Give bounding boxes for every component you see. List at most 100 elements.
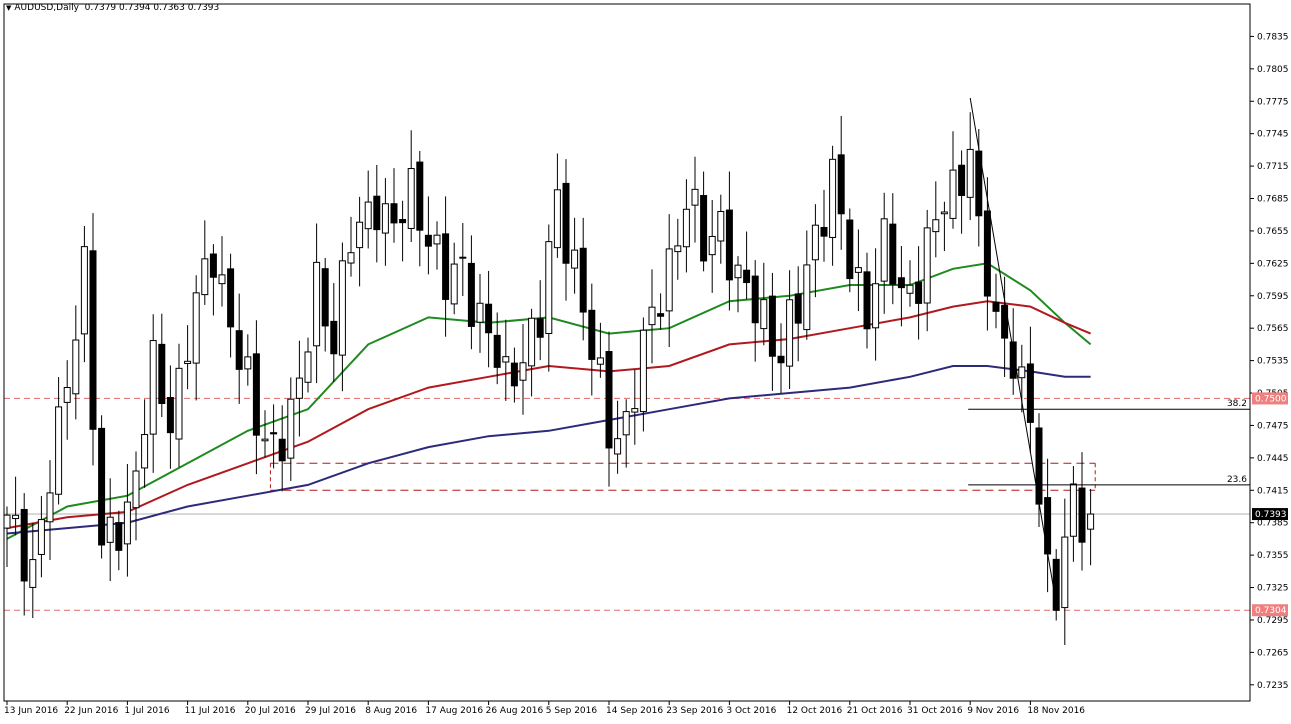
bear-candle-body	[20, 508, 28, 582]
bull-candle-body	[502, 356, 510, 363]
bull-candle-body	[132, 470, 140, 509]
y-tick-label: 0.7415	[1257, 486, 1289, 496]
bull-candle-body	[622, 411, 630, 436]
bull-candle-body	[407, 168, 415, 229]
bull-candle-body	[459, 256, 467, 259]
bull-candle-body	[674, 245, 682, 253]
bull-candle-body	[949, 169, 957, 219]
x-tick-label: 22 Jun 2016	[64, 706, 118, 716]
y-tick-label: 0.7385	[1257, 519, 1289, 529]
y-tick-label: 0.7355	[1257, 551, 1289, 561]
y-tick-label: 0.7715	[1257, 162, 1289, 172]
bear-candle-body	[983, 210, 991, 297]
bull-candle-body	[295, 377, 303, 399]
bull-candle-body	[244, 356, 252, 370]
bull-candle-body	[313, 261, 321, 347]
bear-candle-body	[820, 226, 828, 237]
bull-candle-body	[12, 514, 20, 520]
bear-candle-body	[700, 195, 708, 262]
x-tick-label: 26 Aug 2016	[486, 706, 544, 716]
y-tick-label: 0.7655	[1257, 227, 1289, 237]
y-tick-label: 0.7325	[1257, 584, 1289, 594]
level-price-tag	[1252, 392, 1288, 405]
x-tick-label: 21 Oct 2016	[847, 706, 903, 716]
bull-candle-body	[717, 210, 725, 242]
bear-candle-body	[493, 334, 501, 368]
bull-candle-body	[261, 438, 269, 442]
fibonacci-trendline	[969, 97, 1057, 604]
x-tick-label: 5 Sep 2016	[546, 706, 598, 716]
bear-candle-body	[588, 309, 596, 360]
triangle-down-icon: ▼	[6, 4, 12, 12]
x-tick-label: 1 Jul 2016	[124, 706, 169, 716]
bear-candle-body	[958, 164, 966, 196]
y-tick-label: 0.7625	[1257, 259, 1289, 269]
bull-candle-body	[218, 274, 226, 285]
bull-candle-body	[192, 292, 200, 364]
bull-candle-body	[734, 264, 742, 279]
bear-candle-body	[605, 351, 613, 449]
bull-candle-body	[201, 258, 209, 296]
bull-candle-body	[553, 189, 561, 249]
bull-candle-body	[141, 434, 149, 469]
bear-candle-body	[794, 293, 802, 324]
x-tick-label: 14 Sep 2016	[606, 706, 663, 716]
bear-candle-body	[209, 253, 217, 278]
bull-candle-body	[648, 306, 656, 326]
bear-candle-body	[227, 268, 235, 328]
bull-candle-body	[80, 246, 88, 335]
bull-candle-body	[37, 519, 45, 555]
bear-candle-body	[485, 303, 493, 334]
bear-candle-body	[390, 203, 398, 224]
bear-candle-body	[751, 275, 759, 324]
bear-candle-body	[657, 313, 665, 317]
bull-candle-body	[347, 252, 355, 264]
bull-candle-body	[923, 227, 931, 304]
y-tick-label: 0.7835	[1257, 32, 1289, 42]
bull-candle-body	[3, 514, 11, 529]
bear-candle-body	[1001, 304, 1009, 339]
bear-candle-body	[115, 522, 123, 551]
bull-candle-body	[46, 492, 54, 523]
symbol-timeframe: AUDUSD,Daily	[14, 3, 79, 13]
y-tick-label: 0.7265	[1257, 648, 1289, 658]
bull-candle-body	[304, 351, 312, 383]
bear-candle-body	[1078, 487, 1086, 543]
bear-candle-body	[536, 318, 544, 338]
bear-candle-body	[992, 301, 1000, 312]
bull-candle-body	[381, 203, 389, 234]
bull-candle-body	[854, 267, 862, 273]
bear-candle-body	[424, 234, 432, 247]
bull-candle-body	[639, 329, 647, 413]
plot-frame	[3, 3, 1251, 702]
y-tick-label: 0.7565	[1257, 324, 1289, 334]
y-tick-label: 0.7775	[1257, 97, 1289, 107]
bull-candle-body	[1069, 483, 1077, 537]
bull-candle-body	[760, 299, 768, 330]
bull-candle-body	[433, 234, 441, 245]
bear-candle-body	[863, 271, 871, 330]
bear-candle-body	[166, 396, 174, 434]
bear-candle-body	[321, 268, 329, 327]
bull-candle-body	[631, 408, 639, 413]
x-tick-label: 20 Jul 2016	[245, 706, 296, 716]
bull-candle-body	[1061, 536, 1069, 609]
bull-candle-body	[571, 249, 579, 269]
level-price-tag	[1252, 604, 1288, 617]
bull-candle-body	[528, 317, 536, 367]
x-tick-label: 12 Oct 2016	[787, 706, 843, 716]
bear-candle-body	[98, 427, 106, 546]
bear-candle-body	[510, 362, 518, 387]
bull-candle-body	[63, 387, 71, 403]
y-tick-label: 0.7805	[1257, 65, 1289, 75]
bear-candle-body	[89, 250, 97, 430]
bull-candle-body	[940, 211, 948, 215]
x-tick-label: 31 Oct 2016	[907, 706, 963, 716]
y-tick-label: 0.7295	[1257, 616, 1289, 626]
fibonacci-level-label: 38.2	[1227, 399, 1247, 409]
y-tick-label: 0.7745	[1257, 130, 1289, 140]
bull-candle-body	[29, 559, 37, 588]
bull-candle-body	[519, 362, 527, 381]
